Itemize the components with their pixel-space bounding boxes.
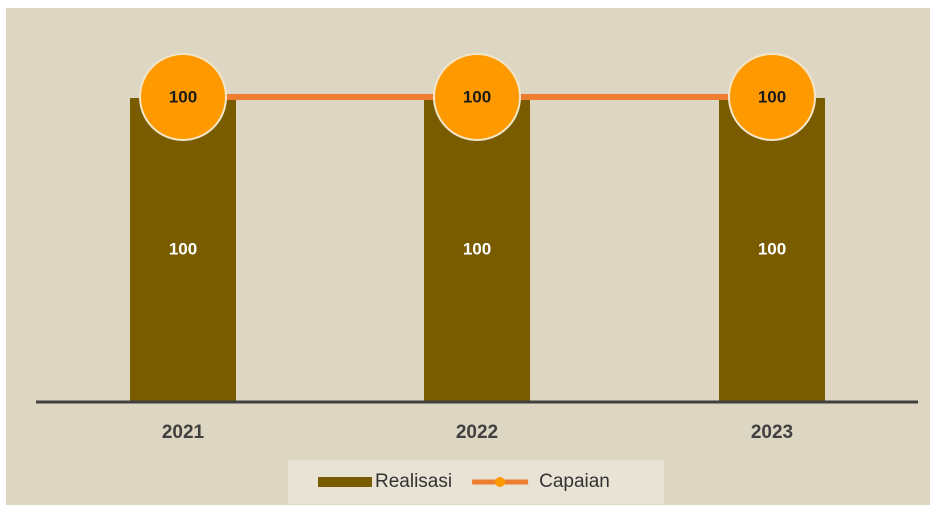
legend-marker <box>495 477 506 487</box>
line-value-label: 100 <box>758 87 786 106</box>
bar-value-label: 100 <box>758 239 786 258</box>
line-marker <box>433 53 521 141</box>
line-value-label: 100 <box>463 87 491 106</box>
x-tick-label: 2023 <box>751 422 793 443</box>
x-tick-label: 2021 <box>162 422 205 443</box>
legend-label: Realisasi <box>375 471 452 492</box>
legend-label: Capaian <box>539 471 610 492</box>
bar <box>130 98 236 402</box>
legend-swatch <box>318 477 372 487</box>
line-value-label: 100 <box>169 87 197 106</box>
x-tick-label: 2022 <box>456 422 498 443</box>
line-marker <box>728 53 816 141</box>
line-marker <box>139 53 227 141</box>
bar-value-label: 100 <box>169 239 197 258</box>
bar <box>719 98 825 402</box>
bar <box>424 98 530 402</box>
bar-value-label: 100 <box>463 239 491 258</box>
